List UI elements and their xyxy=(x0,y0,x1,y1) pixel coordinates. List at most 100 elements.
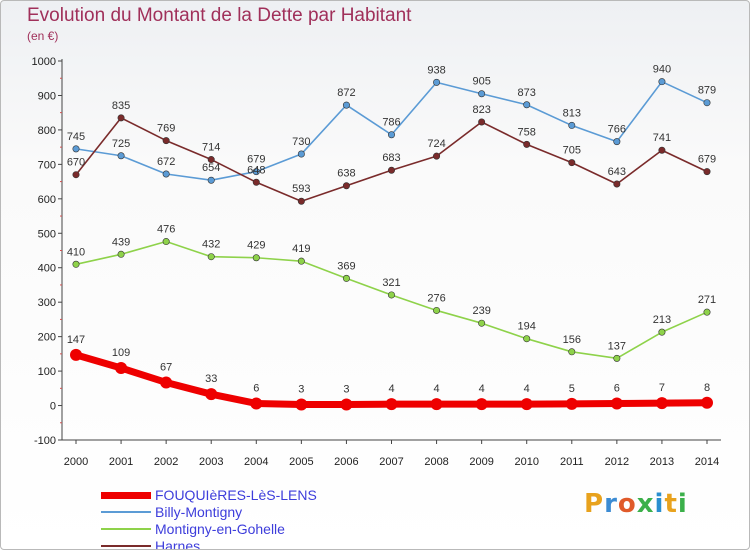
data-point xyxy=(117,114,125,122)
legend-swatch xyxy=(101,492,151,499)
y-tick-label: 200 xyxy=(38,332,56,344)
data-point xyxy=(568,159,576,167)
data-label: 6 xyxy=(253,382,259,394)
x-tick-label: 2002 xyxy=(154,456,178,468)
data-point xyxy=(655,397,668,410)
data-point xyxy=(387,166,395,174)
data-point xyxy=(252,178,260,186)
y-tick-label: 700 xyxy=(38,159,56,171)
data-label: 654 xyxy=(202,162,220,174)
y-tick-label: 600 xyxy=(38,194,56,206)
brand-logo-letter: i xyxy=(677,489,688,519)
data-label: 879 xyxy=(698,85,716,97)
data-label: 419 xyxy=(292,243,310,255)
data-point xyxy=(565,397,578,410)
data-point xyxy=(568,348,576,356)
legend-label: Billy-Montigny xyxy=(155,504,243,520)
data-label: 5 xyxy=(569,383,575,395)
data-label: 725 xyxy=(112,138,130,150)
y-tick-label: 300 xyxy=(38,297,56,309)
data-label: 4 xyxy=(479,383,485,395)
data-label: 4 xyxy=(524,383,530,395)
data-label: 940 xyxy=(653,64,671,76)
data-point xyxy=(703,99,711,107)
y-tick-label: 500 xyxy=(38,228,56,240)
data-label: 3 xyxy=(343,384,349,396)
data-point xyxy=(520,398,533,411)
data-point xyxy=(703,168,711,176)
data-label: 873 xyxy=(518,87,536,99)
data-point xyxy=(610,397,623,410)
data-label: 239 xyxy=(472,305,490,317)
data-point xyxy=(658,328,666,336)
data-label: 3 xyxy=(298,384,304,396)
brand-logo-letter: t xyxy=(664,489,678,519)
x-tick-label: 2012 xyxy=(605,456,629,468)
data-label: 4 xyxy=(388,383,394,395)
legend-swatch xyxy=(101,511,151,513)
data-point xyxy=(207,176,215,184)
brand-logo-letter: r xyxy=(604,489,618,519)
data-point xyxy=(252,168,260,176)
x-tick-label: 2001 xyxy=(109,456,133,468)
y-tick-label: 400 xyxy=(38,263,56,275)
data-label: 648 xyxy=(247,164,265,176)
data-label: 7 xyxy=(659,382,665,394)
brand-logo: Proxiti xyxy=(584,489,688,519)
data-point xyxy=(387,291,395,299)
brand-logo-letter: P xyxy=(584,489,605,519)
brand-logo-letter: i xyxy=(654,489,665,519)
data-point xyxy=(72,260,80,268)
data-label: 679 xyxy=(247,154,265,166)
data-point xyxy=(117,152,125,160)
y-tick-label: 0 xyxy=(50,401,56,413)
x-tick-label: 2009 xyxy=(469,456,493,468)
data-point xyxy=(433,306,441,314)
data-point xyxy=(162,137,170,145)
x-tick-label: 2007 xyxy=(379,456,403,468)
data-point xyxy=(295,398,308,411)
data-point xyxy=(340,398,353,411)
data-label: 321 xyxy=(382,277,400,289)
data-point xyxy=(433,78,441,86)
data-label: 714 xyxy=(202,142,220,154)
data-point xyxy=(613,354,621,362)
legend-label: Montigny-en-Gohelle xyxy=(155,521,285,537)
data-point xyxy=(162,238,170,246)
y-tick-label: -100 xyxy=(34,435,56,447)
data-label: 672 xyxy=(157,156,175,168)
y-tick-label: 1000 xyxy=(32,56,56,68)
data-label: 745 xyxy=(67,131,85,143)
data-point xyxy=(160,376,173,389)
legend-label: FOUQUIèRES-LèS-LENS xyxy=(155,487,317,503)
data-label: 432 xyxy=(202,239,220,251)
data-point xyxy=(478,319,486,327)
legend-swatch xyxy=(101,545,151,547)
data-point xyxy=(297,150,305,158)
x-tick-label: 2014 xyxy=(695,456,719,468)
legend-label: Harnes xyxy=(155,538,201,550)
data-label: 683 xyxy=(382,152,400,164)
data-label: 109 xyxy=(112,347,130,359)
y-tick-label: 100 xyxy=(38,366,56,378)
data-point xyxy=(205,388,218,401)
data-label: 905 xyxy=(472,76,490,88)
data-label: 724 xyxy=(427,138,445,150)
data-label: 213 xyxy=(653,314,671,326)
data-point xyxy=(250,397,263,410)
data-label: 439 xyxy=(112,236,130,248)
data-point xyxy=(387,131,395,139)
data-label: 8 xyxy=(704,382,710,394)
x-tick-label: 2006 xyxy=(334,456,358,468)
data-label: 741 xyxy=(653,132,671,144)
data-point xyxy=(342,182,350,190)
data-point xyxy=(342,274,350,282)
data-point xyxy=(207,156,215,164)
data-label: 643 xyxy=(608,166,626,178)
data-label: 786 xyxy=(382,117,400,129)
data-label: 670 xyxy=(67,157,85,169)
chart-subtitle: (en €) xyxy=(27,29,59,43)
data-label: 769 xyxy=(157,123,175,135)
data-point xyxy=(70,348,82,361)
